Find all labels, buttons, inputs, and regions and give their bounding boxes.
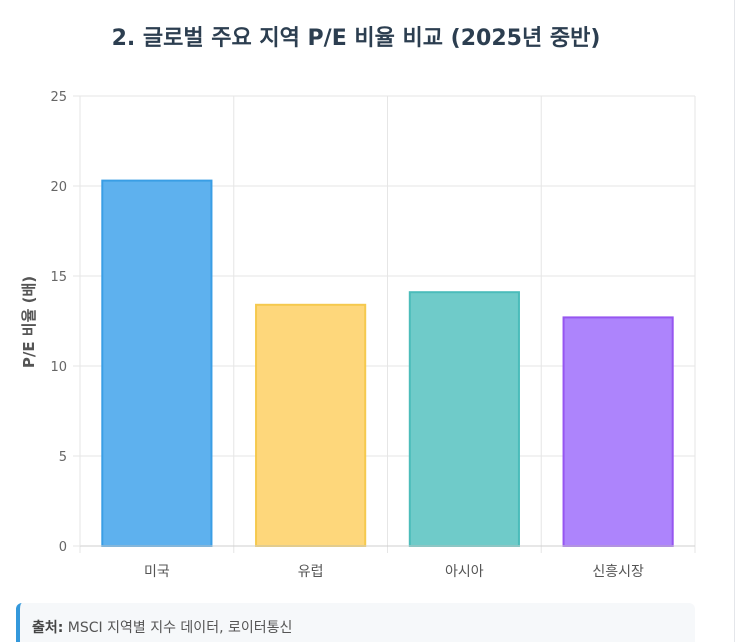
bar-1[interactable] — [101, 179, 213, 547]
bar-4[interactable] — [562, 316, 674, 547]
tick-labels: 0 5 10 15 20 25 미국 유럽 아시아 신흥시장 — [50, 90, 644, 580]
bars — [101, 179, 674, 548]
bar-2[interactable] — [255, 303, 367, 547]
chart-title: 2. 글로벌 주요 지역 P/E 비율 비교 (2025년 중반) — [111, 26, 601, 51]
source-text: MSCI 지역별 지수 데이터, 로이터통신 — [63, 620, 293, 636]
y-tick-label: 5 — [59, 450, 67, 465]
x-tick-label: 미국 — [144, 564, 170, 580]
y-tick-label: 15 — [50, 270, 67, 285]
y-tick-label: 20 — [50, 180, 67, 195]
y-tick-label: 0 — [59, 540, 67, 555]
bar-3[interactable] — [408, 291, 520, 548]
bar-chart: 0 5 10 15 20 25 미국 유럽 아시아 신흥시장 P/E 비율 (배) — [20, 90, 696, 580]
y-tick-label: 10 — [50, 360, 67, 375]
x-tick-label: 아시아 — [445, 564, 484, 580]
x-tick-label: 유럽 — [298, 564, 324, 580]
source-label: 출처: — [32, 620, 64, 636]
source-note: 출처: MSCI 지역별 지수 데이터, 로이터통신 — [16, 603, 695, 642]
axes — [73, 95, 695, 547]
y-tick-label: 25 — [50, 90, 67, 105]
y-axis-label: P/E 비율 (배) — [20, 276, 38, 368]
x-tick-label: 신흥시장 — [592, 564, 644, 580]
page-edge-divider — [734, 0, 735, 642]
